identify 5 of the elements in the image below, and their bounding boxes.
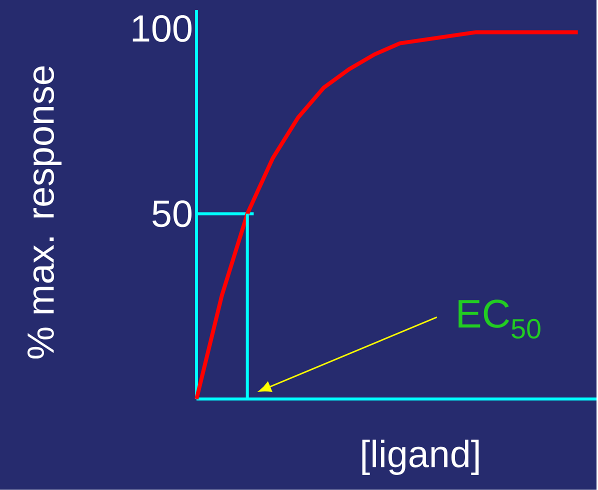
y-tick-label: 50 — [152, 200, 192, 228]
annotation: EC$_{50}$ — [458, 300, 540, 339]
x-axis-title: [ligand] — [362, 440, 479, 476]
y-axis-title: % max. response — [27, 66, 62, 359]
y-tick-label: 100 — [132, 15, 192, 42]
